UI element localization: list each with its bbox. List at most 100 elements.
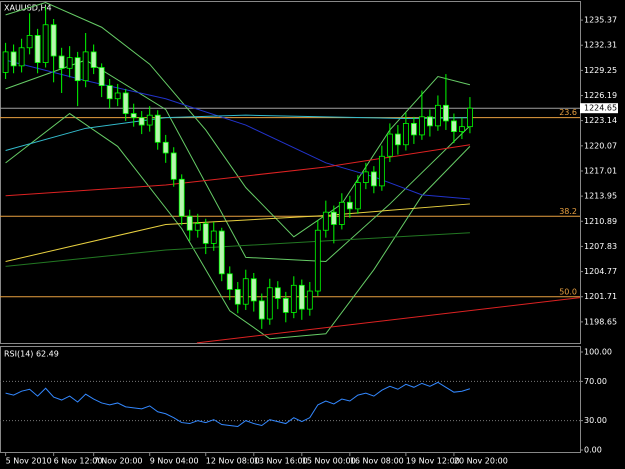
candle-body — [50, 24, 57, 57]
candle-body — [250, 278, 257, 302]
main-frame — [0, 1, 581, 344]
y-tick-label: 1198.65 — [584, 317, 617, 326]
candle-body — [114, 92, 121, 100]
y-tick-label: 1235.37 — [584, 16, 617, 25]
candle-body — [18, 47, 25, 67]
x-tick-label: 13 Nov 16:00 — [254, 457, 308, 466]
y-tick-label: 70.00 — [584, 377, 607, 386]
candle-body — [402, 122, 409, 146]
candle-body — [74, 57, 81, 82]
candle-body — [443, 104, 449, 122]
candle-body — [234, 289, 241, 305]
candle-body — [146, 114, 153, 126]
candle-body — [34, 35, 41, 63]
candle-body — [226, 273, 233, 290]
candle-body — [130, 113, 137, 119]
candle-body — [322, 211, 329, 231]
candle-body — [338, 201, 345, 225]
x-tick-label: 9 Nov 04:00 — [150, 457, 199, 466]
y-tick-label: 1213.95 — [584, 192, 617, 201]
y-tick-label: 1232.31 — [584, 41, 617, 50]
x-tick-label: 15 Nov 00:00 — [302, 457, 356, 466]
candle-body — [10, 51, 17, 67]
candle-body — [138, 117, 145, 126]
candle-body — [202, 223, 209, 244]
rsi-line — [5, 381, 471, 428]
fib-level-label: 50.0 — [559, 287, 577, 296]
candle-body — [186, 215, 193, 231]
y-tick-label: 1201.71 — [584, 292, 617, 301]
y-tick-label: 30.00 — [584, 416, 607, 425]
candle-body — [451, 120, 457, 133]
candle-body — [378, 155, 385, 187]
y-tick-label: 1210.89 — [584, 217, 617, 226]
candle-body — [346, 201, 353, 210]
candle-body — [306, 290, 313, 310]
indicator-line — [5, 144, 471, 197]
candle-body — [26, 35, 33, 49]
candle-body — [122, 92, 129, 114]
candle-body — [290, 284, 297, 313]
indicator-line — [196, 297, 581, 344]
candle-body — [98, 67, 105, 86]
indicator-line — [5, 203, 470, 262]
x-tick-label: 6 Nov 12:00 — [54, 457, 103, 466]
candle-body — [170, 152, 177, 180]
indicator-line — [5, 232, 470, 267]
candle-body — [370, 171, 377, 187]
candle-body — [210, 230, 217, 244]
candle-body — [42, 24, 49, 63]
candle-body — [258, 300, 265, 320]
candle-body — [435, 104, 441, 127]
candle-body — [2, 51, 9, 73]
candle-body — [178, 178, 185, 217]
x-tick-label: 12 Nov 08:00 — [206, 457, 260, 466]
y-tick-label: 1204.77 — [584, 267, 617, 276]
candle-body — [162, 141, 169, 154]
indicator-line — [5, 114, 470, 151]
candle-body — [154, 114, 161, 143]
bid-box — [580, 103, 618, 114]
y-tick-label: 1226.19 — [584, 91, 617, 100]
candle-body — [242, 278, 249, 305]
fib-level-label: 38.2 — [559, 207, 577, 216]
candle-body — [66, 57, 73, 69]
candle-body — [82, 51, 89, 82]
y-tick-label: 1220.07 — [584, 141, 617, 150]
x-tick-label: 5 Nov 2010 — [6, 457, 52, 466]
candle-body — [266, 287, 273, 320]
y-tick-label: 1229.25 — [584, 66, 617, 75]
candle-body — [467, 107, 473, 128]
y-tick-label: 100.00 — [584, 348, 612, 357]
candle-body — [106, 85, 113, 100]
candle-body — [386, 133, 393, 157]
bid-label: 1224.65 — [584, 104, 617, 113]
candle-body — [410, 122, 417, 136]
candle-body — [274, 287, 281, 299]
candle-body — [418, 116, 425, 136]
candle-body — [354, 182, 361, 210]
candle-body — [394, 133, 401, 146]
x-tick-label: 20 Nov 20:00 — [454, 457, 508, 466]
candle-body — [90, 51, 97, 68]
rsi-title: RSI(14) 62.49 — [4, 350, 59, 359]
candle-body — [298, 284, 305, 310]
candle-body — [314, 229, 321, 292]
candle-body — [459, 126, 465, 133]
rsi-frame — [0, 346, 581, 453]
candle-body — [282, 298, 289, 313]
candle-body — [218, 230, 225, 275]
candle-body — [194, 223, 201, 231]
candle-body — [330, 211, 337, 225]
indicator-line — [5, 112, 471, 340]
y-tick-label: 1217.01 — [584, 166, 617, 175]
x-tick-label: 19 Nov 12:00 — [406, 457, 460, 466]
candle-body — [362, 171, 369, 183]
x-tick-label: 7 Nov 20:00 — [94, 457, 143, 466]
indicator-line — [5, 2, 471, 238]
y-tick-label: 1223.14 — [584, 116, 617, 125]
y-tick-label: 1207.83 — [584, 242, 617, 251]
y-tick-label: 0.00 — [584, 446, 602, 455]
indicator-line — [5, 59, 471, 262]
